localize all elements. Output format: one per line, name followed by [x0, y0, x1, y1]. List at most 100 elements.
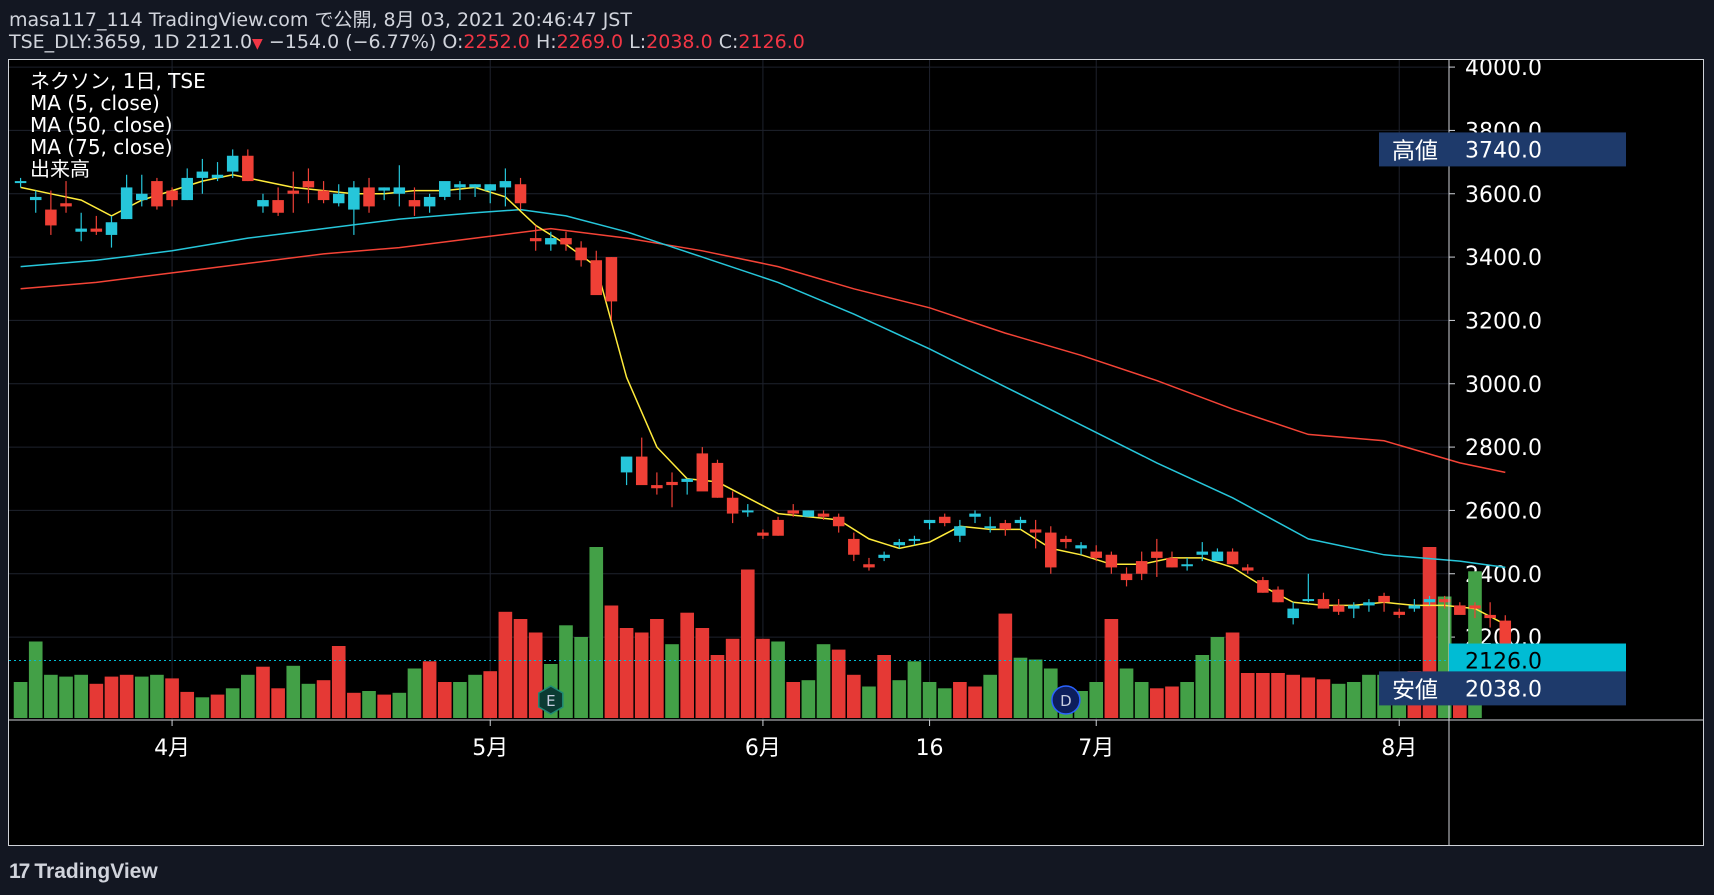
volume-bar	[1089, 682, 1104, 718]
volume-bar	[786, 682, 801, 718]
candle-body	[120, 187, 133, 220]
volume-bar	[1240, 673, 1255, 718]
candle-body	[332, 193, 345, 204]
candle-body	[560, 238, 572, 245]
candlestick-chart[interactable]: 4000.03800.03600.03400.03200.03000.02800…	[9, 60, 1703, 845]
volume-bar	[1271, 673, 1285, 718]
ma75-line	[20, 227, 1506, 474]
candle-body	[605, 257, 618, 302]
candle-body	[635, 456, 648, 486]
volume-bar	[1119, 668, 1134, 718]
y-tick-label: 3200.0	[1465, 309, 1542, 334]
candle-body	[1029, 529, 1042, 533]
volume-bar	[180, 691, 195, 718]
volume-bar	[150, 674, 164, 718]
y-tick-label: 2600.0	[1465, 499, 1542, 524]
candle-body	[105, 222, 118, 235]
price-label-bg	[1379, 671, 1626, 706]
price-label-value: 3740.0	[1465, 138, 1542, 163]
volume-bar	[892, 680, 907, 718]
candle-body	[60, 203, 72, 207]
candle-body	[1090, 551, 1102, 558]
candle-body	[302, 181, 315, 188]
candle-body	[726, 497, 739, 514]
candle-body	[1135, 561, 1148, 574]
volume-bar	[104, 676, 119, 718]
volume-bar	[907, 661, 922, 718]
candle-body	[651, 485, 663, 489]
candle-body	[984, 526, 996, 529]
volume-bar	[862, 686, 876, 718]
x-tick-label: 6月	[745, 736, 781, 761]
legend-volume: 出来高	[30, 157, 90, 181]
volume-bar	[1195, 655, 1210, 718]
candle-body	[1348, 605, 1360, 609]
volume-bar	[1013, 657, 1028, 718]
candle-body	[1166, 557, 1178, 568]
candle-body	[454, 184, 466, 188]
volume-bar	[362, 691, 376, 718]
volume-bar	[650, 619, 664, 718]
candle-body	[590, 260, 603, 296]
volume-bar	[1316, 679, 1331, 718]
volume-bar	[331, 646, 346, 718]
low-value: 2038.0	[646, 31, 713, 53]
last-price: 2121.0	[185, 31, 253, 53]
price-label-value: 2126.0	[1465, 650, 1542, 675]
low-label: L:	[629, 31, 647, 53]
volume-bar	[695, 628, 710, 718]
volume-bar	[665, 644, 679, 718]
x-tick-label: 8月	[1381, 736, 1417, 761]
volume-bar	[165, 678, 179, 718]
x-tick-label: 16	[916, 736, 944, 761]
candle-body	[393, 187, 406, 194]
candle-body	[878, 554, 890, 558]
candle-body	[226, 155, 239, 172]
candle-body	[954, 526, 966, 536]
candle-body	[378, 187, 390, 191]
candle-body	[893, 542, 906, 546]
volume-bar	[453, 682, 467, 718]
y-tick-label: 2800.0	[1465, 436, 1542, 461]
volume-bar	[498, 611, 513, 718]
candle-body	[75, 228, 87, 232]
candle-body	[499, 181, 512, 188]
volume-bar	[1362, 674, 1376, 718]
volume-bar	[468, 674, 482, 718]
volume-bar	[119, 674, 134, 718]
candle-body	[1241, 567, 1254, 571]
chart-panel[interactable]: 4000.0 3800.0 3600.0 3400.0 3200.0 3000.0 2800…	[8, 59, 1704, 846]
candle-body	[696, 453, 709, 492]
candle-body	[514, 184, 527, 204]
volume-bar	[1104, 619, 1119, 718]
volume-bar	[89, 683, 104, 718]
dividend-icon	[1051, 685, 1081, 715]
price-label-name: 安値	[1392, 677, 1438, 703]
y-tick-label: 3000.0	[1465, 373, 1542, 398]
footer-brand[interactable]: 17 TradingView	[9, 860, 158, 884]
candle-body	[999, 523, 1012, 530]
y-tick-label: 3600.0	[1465, 183, 1542, 208]
candle-body	[908, 538, 921, 541]
candle-body	[1257, 580, 1269, 593]
volume-bar	[301, 683, 316, 718]
candle-body	[45, 209, 57, 226]
volume-bar	[44, 674, 58, 718]
candle-body	[1454, 605, 1466, 615]
candle-body	[666, 481, 678, 486]
candle-body	[408, 200, 421, 207]
candle-body	[1272, 589, 1284, 603]
candle-body	[1105, 554, 1118, 568]
candle-body	[1075, 545, 1087, 549]
x-tick-label: 7月	[1078, 736, 1114, 761]
candle-body	[1151, 551, 1163, 558]
volume-bar	[134, 676, 149, 718]
volume-bar	[968, 686, 982, 718]
volume-bar	[801, 680, 816, 718]
candle-body	[1469, 605, 1481, 609]
candle-body	[29, 196, 42, 201]
candle-body	[1181, 564, 1193, 567]
volume-bar	[392, 692, 407, 718]
publish-info: masa117_114 TradingView.com で公開, 8月 03, …	[9, 9, 632, 31]
